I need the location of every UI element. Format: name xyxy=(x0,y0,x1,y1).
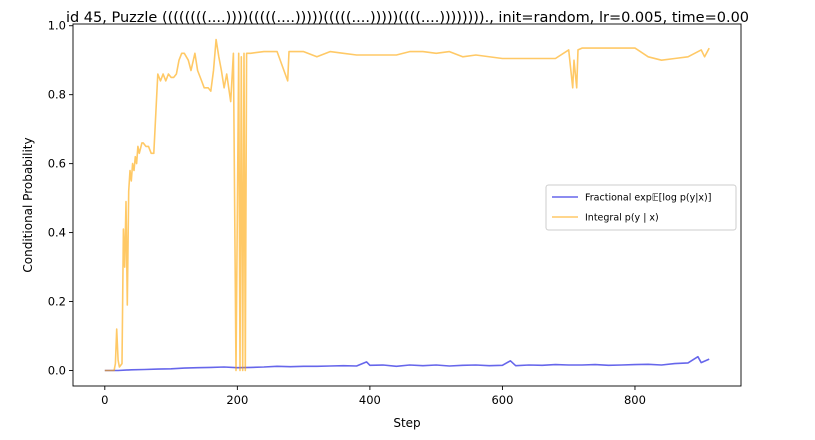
legend-box xyxy=(545,184,737,231)
legend: Fractional exp𝔼[log p(y|x)] Integral p(y… xyxy=(545,184,737,231)
x-tick-label: 200 xyxy=(226,393,248,407)
x-tick-label: 600 xyxy=(491,393,513,407)
legend-label-fractional: Fractional exp𝔼[log p(y|x)] xyxy=(585,193,711,204)
y-tick-label: 0.4 xyxy=(48,226,66,240)
y-axis-ticks: 0.0 0.2 0.4 0.6 0.8 1.0 xyxy=(48,19,73,377)
x-axis-ticks: 0 200 400 600 800 xyxy=(101,386,646,407)
legend-label-integral: Integral p(y | x) xyxy=(585,213,659,224)
x-tick-label: 800 xyxy=(624,393,646,407)
y-tick-label: 0.8 xyxy=(48,88,66,102)
x-tick-label: 0 xyxy=(101,393,108,407)
y-tick-label: 0.0 xyxy=(48,363,66,377)
y-axis-label: Conditional Probability xyxy=(21,137,35,272)
x-axis-label: Step xyxy=(393,416,420,430)
x-tick-label: 400 xyxy=(359,393,381,407)
series-line-fractional xyxy=(104,355,710,372)
y-tick-label: 0.2 xyxy=(48,295,66,309)
plot-frame xyxy=(72,23,742,387)
y-tick-label: 0.6 xyxy=(48,157,66,171)
y-tick-label: 1.0 xyxy=(48,19,66,33)
plot-area xyxy=(104,38,710,372)
chart-title: id 45, Puzzle ((((((((....))))(((((....)… xyxy=(66,10,749,26)
series-line-integral xyxy=(104,38,710,372)
